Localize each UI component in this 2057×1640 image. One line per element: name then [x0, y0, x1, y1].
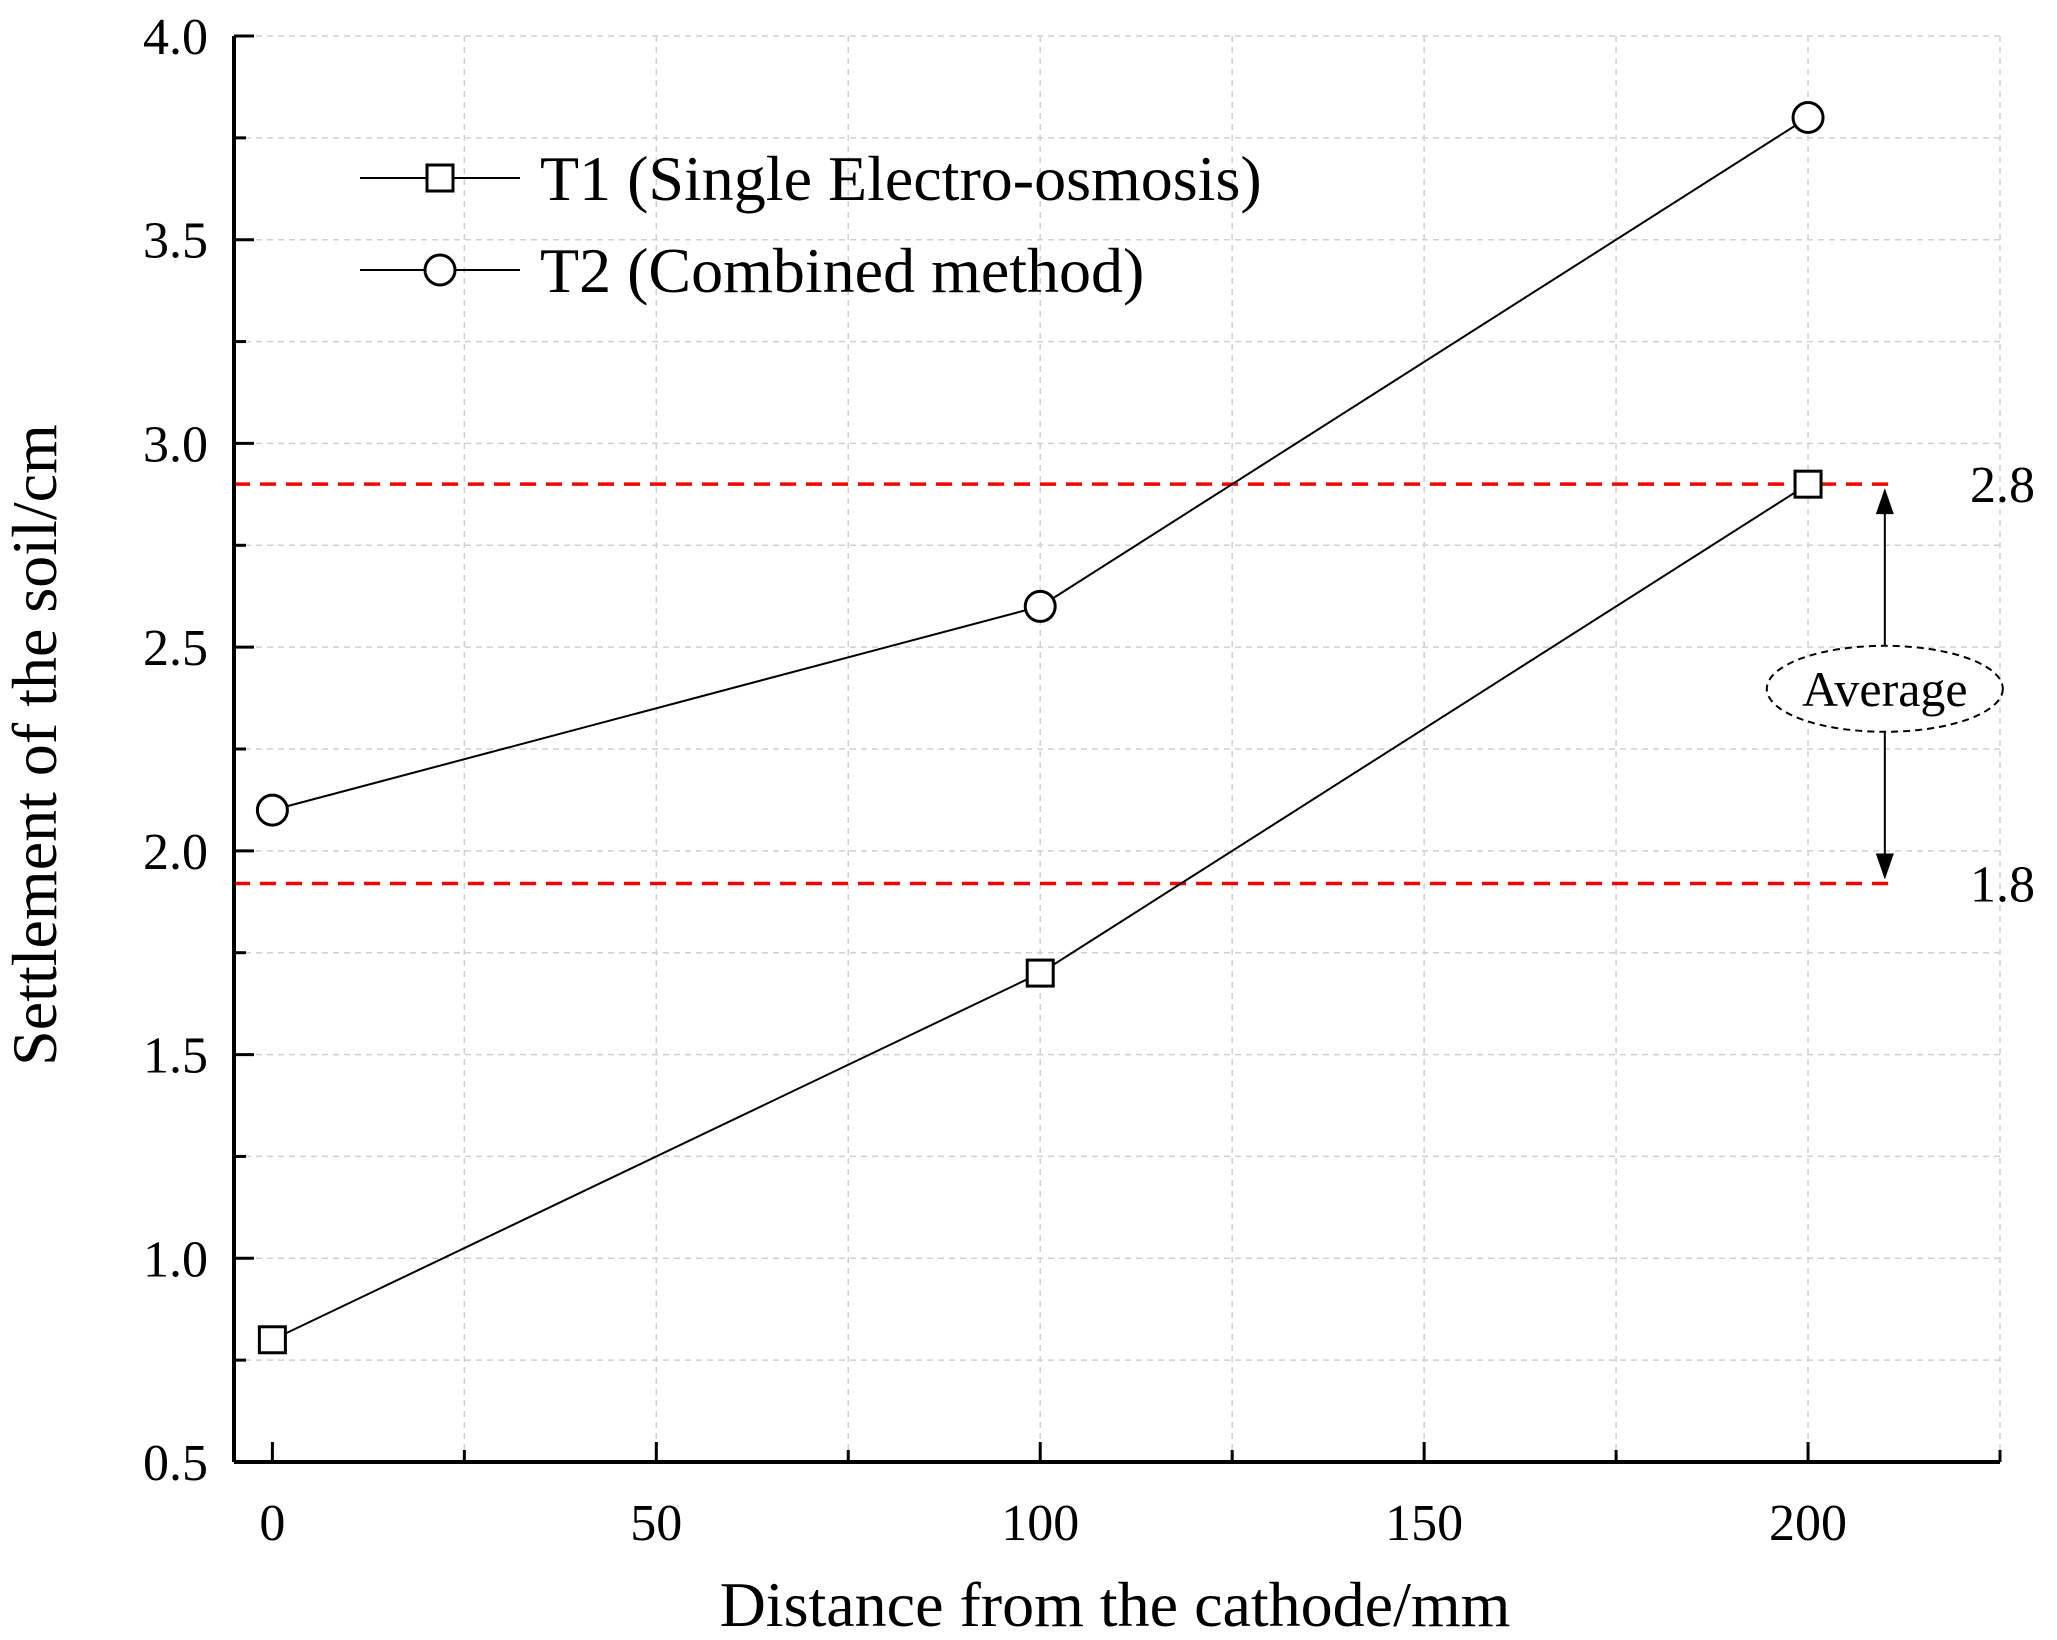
x-tick-label: 50	[630, 1495, 682, 1552]
y-axis-title: Settlement of the soil/cm	[0, 424, 70, 1066]
legend: T1 (Single Electro-osmosis) T2 (Combined …	[360, 143, 1262, 306]
legend-marker-circle	[423, 253, 457, 287]
y-tick-label: 3.0	[143, 416, 208, 473]
reference-line-label: 2.8	[1970, 457, 2035, 514]
reference-lines: 2.8 1.8	[234, 457, 2035, 913]
data-point-circle	[1791, 100, 1825, 134]
axes	[232, 34, 2002, 1464]
annotation-label: Average	[1802, 661, 1968, 717]
y-tick-label: 1.0	[143, 1231, 208, 1288]
reference-line-label: 1.8	[1970, 856, 2035, 913]
gridlines	[234, 35, 2001, 1462]
annotation-arrow-down-head	[1875, 853, 1894, 880]
y-tick-label: 2.0	[143, 824, 208, 881]
y-tick-label: 4.0	[143, 9, 208, 66]
data-markers	[255, 100, 1825, 1355]
legend-marker-square	[425, 163, 455, 193]
x-tick-label: 200	[1769, 1495, 1847, 1552]
legend-label: T2 (Combined method)	[540, 235, 1144, 306]
legend-label: T1 (Single Electro-osmosis)	[540, 143, 1262, 214]
y-tick-label: 3.5	[143, 213, 208, 270]
data-point-square	[257, 1325, 287, 1355]
x-tick-label: 150	[1385, 1495, 1463, 1552]
y-tick-label: 0.5	[143, 1435, 208, 1492]
data-point-circle	[255, 793, 289, 827]
y-tick-label: 2.5	[143, 620, 208, 677]
x-axis-title: Distance from the cathode/mm	[720, 1569, 1511, 1640]
x-tick-label: 0	[259, 1495, 285, 1552]
x-tick-label: 100	[1001, 1495, 1079, 1552]
y-tick-label: 1.5	[143, 1028, 208, 1085]
average-annotation: Average	[1765, 488, 2004, 880]
data-point-circle	[1023, 589, 1057, 623]
data-point-square	[1793, 469, 1823, 499]
data-point-square	[1025, 958, 1055, 988]
tick-labels: 0 50 100 150 200 0.5 1.0 1.5 2.0 2.5 3.0 3.5 4.0	[143, 9, 1847, 1552]
annotation-arrow-up-head	[1875, 488, 1894, 515]
